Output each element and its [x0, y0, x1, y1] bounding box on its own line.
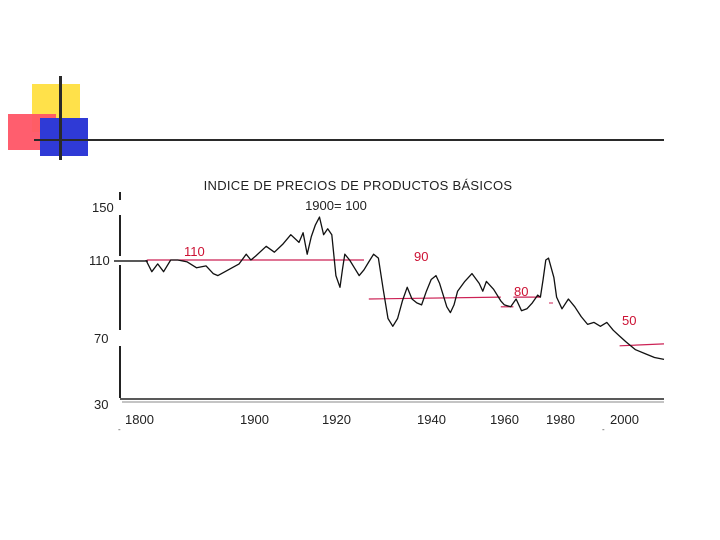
y-tick-label-70: 70 — [94, 331, 108, 346]
vertical-rule — [59, 76, 62, 160]
x-tick-label-1980: 1980 — [546, 412, 575, 427]
reference-line-50-4 — [619, 343, 665, 347]
annotation-50: 50 — [622, 313, 636, 328]
chart-subtitle: 1900= 100 — [305, 198, 367, 213]
x-tick-label-1960: 1960 — [490, 412, 519, 427]
x-axis: 1800 1900 1920 1940 1960 1980 2000 - - — [118, 398, 664, 434]
y-axis: 150 110 70 30 — [89, 192, 148, 412]
annotation-90: 90 — [414, 249, 428, 264]
blue-square — [40, 118, 88, 156]
y-tick-label-110: 110 — [89, 253, 110, 268]
horizontal-rule — [34, 139, 664, 141]
x-tick-label-2000: 2000 — [610, 412, 639, 427]
x-tick-mark-2000: - — [602, 425, 605, 434]
series-line-0 — [145, 216, 665, 361]
y-tick-label-150: 150 — [92, 200, 114, 215]
x-tick-label-1800: 1800 — [125, 412, 154, 427]
slide-decoration — [8, 76, 664, 160]
x-tick-label-1940: 1940 — [417, 412, 446, 427]
x-tick-mark-1800: - — [118, 425, 121, 434]
x-tick-label-1920: 1920 — [322, 412, 351, 427]
reference-line-90-1 — [368, 296, 501, 300]
x-tick-label-1900: 1900 — [240, 412, 269, 427]
reference-lines — [147, 259, 665, 347]
annotation-80: 80 — [514, 284, 528, 299]
series — [145, 216, 665, 361]
y-tick-label-30: 30 — [94, 397, 108, 412]
chart-title: INDICE DE PRECIOS DE PRODUCTOS BÁSICOS — [204, 178, 513, 193]
annotation-110: 110 — [184, 244, 205, 259]
